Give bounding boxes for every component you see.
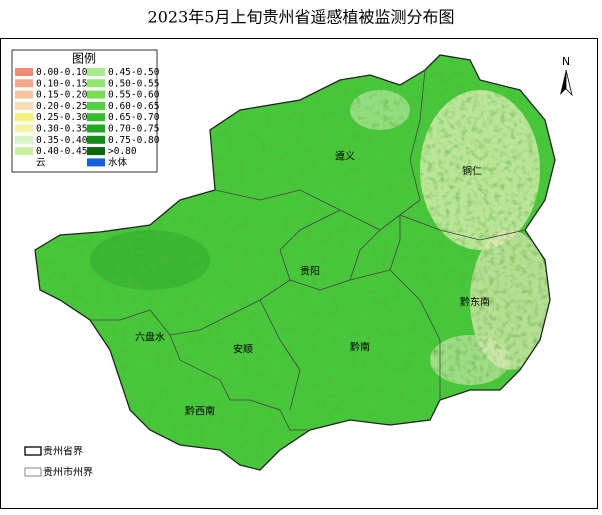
legend-swatch bbox=[87, 90, 105, 99]
legend-swatch bbox=[87, 68, 105, 76]
legend-label: 0.65-0.70 bbox=[108, 112, 160, 123]
legend-swatch bbox=[87, 124, 105, 133]
legend-swatch bbox=[15, 101, 33, 110]
boundary-label: 贵州市州界 bbox=[43, 466, 93, 479]
north-label: N bbox=[562, 55, 570, 68]
boundary-label: 贵州省界 bbox=[43, 445, 83, 458]
legend-label: 0.50-0.55 bbox=[108, 78, 159, 89]
legend: 图例 0.00-0.100.10-0.150.15-0.200.20-0.250… bbox=[11, 49, 160, 173]
legend-swatch bbox=[15, 147, 33, 156]
legend-swatch bbox=[87, 101, 105, 110]
legend-swatch bbox=[87, 79, 105, 88]
legend-label: 0.45-0.50 bbox=[108, 67, 160, 78]
legend-label: >0.80 bbox=[108, 146, 137, 157]
legend-swatch bbox=[15, 68, 33, 76]
legend-swatch bbox=[87, 147, 105, 156]
region-label: 安顺 bbox=[233, 343, 253, 356]
region-label: 铜仁 bbox=[462, 166, 482, 178]
legend-swatch bbox=[15, 124, 33, 133]
legend-label: 0.00-0.10 bbox=[36, 67, 88, 78]
region-label: 贵阳 bbox=[300, 265, 320, 278]
legend-swatch bbox=[15, 79, 33, 88]
legend-swatch bbox=[15, 90, 33, 99]
legend-swatch bbox=[87, 113, 105, 122]
map-frame bbox=[0, 38, 598, 509]
legend-label: 0.20-0.25 bbox=[36, 101, 87, 112]
legend-label: 0.30-0.35 bbox=[36, 124, 87, 135]
region-label: 六盘水 bbox=[135, 331, 165, 344]
legend-label: 0.55-0.60 bbox=[108, 90, 160, 101]
prefecture-boundaries bbox=[90, 69, 526, 431]
region-label: 遵义 bbox=[335, 150, 355, 163]
legend-label: 云 bbox=[36, 157, 46, 168]
boundary-legend: 贵州省界 贵州市州界 bbox=[24, 445, 93, 479]
region-label: 黔西南 bbox=[185, 405, 215, 418]
legend-swatch bbox=[15, 135, 33, 144]
legend-label: 0.10-0.15 bbox=[36, 78, 87, 89]
legend-swatch bbox=[87, 135, 105, 144]
legend-label: 0.70-0.75 bbox=[108, 124, 159, 135]
legend-swatch bbox=[15, 158, 33, 167]
north-arrow: N bbox=[560, 55, 573, 97]
legend-label: 0.35-0.40 bbox=[36, 135, 88, 146]
legend-swatch bbox=[87, 158, 105, 167]
legend-label: 0.40-0.45 bbox=[36, 146, 87, 157]
legend-label: 0.15-0.20 bbox=[36, 90, 88, 101]
legend-label: 0.60-0.65 bbox=[108, 101, 159, 112]
region-label: 黔东南 bbox=[460, 296, 490, 309]
map-title: 2023年5月上旬贵州省遥感植被监测分布图 bbox=[148, 8, 455, 27]
region-label: 黔南 bbox=[350, 341, 370, 354]
legend-label: 水体 bbox=[108, 156, 128, 168]
legend-label: 0.75-0.80 bbox=[108, 135, 160, 146]
region-labels: 遵义 铜仁 贵阳 黔东南 安顺 黔南 黔西南 六盘水 bbox=[135, 150, 490, 418]
legend-label: 0.25-0.30 bbox=[36, 112, 88, 123]
legend-swatch bbox=[15, 113, 33, 122]
legend-title: 图例 bbox=[72, 52, 96, 66]
